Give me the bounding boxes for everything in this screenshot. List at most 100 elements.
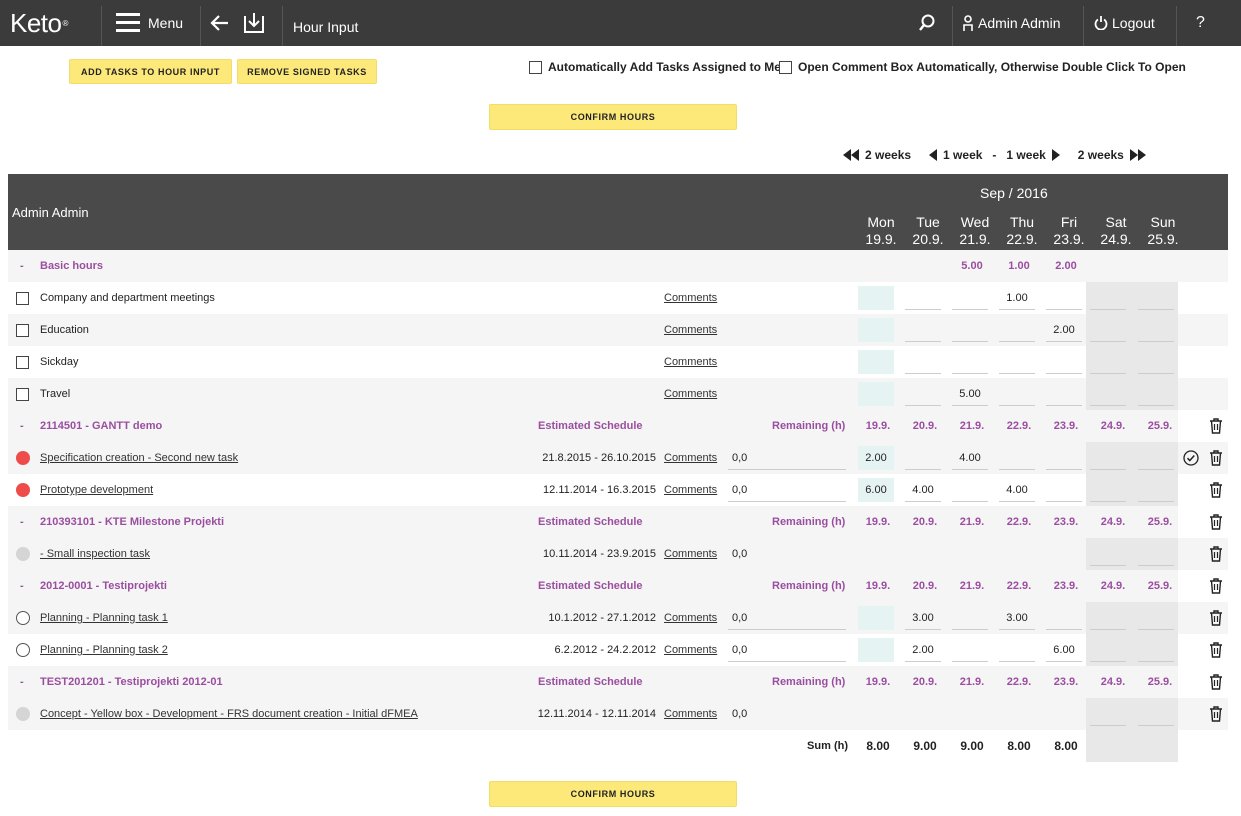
hour-input[interactable] xyxy=(952,478,988,502)
project-toggle[interactable]: - xyxy=(20,580,24,592)
confirm-hours-button-top[interactable]: CONFIRM HOURS xyxy=(489,104,737,130)
fwd-1-week-button[interactable]: 1 week xyxy=(1006,148,1060,162)
menu-button[interactable]: Menu xyxy=(116,0,183,46)
hour-input[interactable] xyxy=(1046,606,1082,630)
hour-input[interactable] xyxy=(905,350,941,374)
comments-link[interactable]: Comments xyxy=(664,612,718,624)
logout-button[interactable]: Logout xyxy=(1094,0,1155,46)
remaining-hours[interactable]: 0,0 xyxy=(732,452,748,464)
task-name-link[interactable]: Specification creation - Second new task xyxy=(40,452,239,464)
add-tasks-button[interactable]: ADD TASKS TO HOUR INPUT xyxy=(69,59,232,84)
hour-input[interactable] xyxy=(1046,286,1082,310)
hour-input[interactable]: 2.00 xyxy=(905,638,941,662)
user-menu[interactable]: Admin Admin xyxy=(962,0,1060,46)
hour-input[interactable]: 4.00 xyxy=(952,446,988,470)
hour-input[interactable] xyxy=(952,286,988,310)
task-name-link[interactable]: - Small inspection task xyxy=(40,548,151,560)
remove-signed-tasks-button[interactable]: REMOVE SIGNED TASKS xyxy=(237,59,377,84)
comments-link[interactable]: Comments xyxy=(664,548,718,560)
comments-link[interactable]: Comments xyxy=(664,708,718,720)
help-button[interactable]: ? xyxy=(1196,14,1205,31)
trash-icon[interactable] xyxy=(1209,674,1225,690)
back-2-weeks-button[interactable]: 2 weeks xyxy=(843,148,911,162)
remaining-hours[interactable]: 0,0 xyxy=(732,484,748,496)
project-toggle[interactable]: - xyxy=(20,516,24,528)
hour-input[interactable] xyxy=(952,638,988,662)
comments-link[interactable]: Comments xyxy=(664,324,718,336)
comments-link[interactable]: Comments xyxy=(664,356,718,368)
back-1-week-button[interactable]: 1 week xyxy=(929,148,982,162)
hour-input[interactable] xyxy=(905,446,941,470)
comments-link[interactable]: Comments xyxy=(664,452,718,464)
basic-item-checkbox[interactable] xyxy=(16,323,29,337)
task-name-link[interactable]: Concept - Yellow box - Development - FRS… xyxy=(40,708,418,720)
basic-hours-toggle[interactable]: - xyxy=(20,260,24,272)
hour-input[interactable]: 2.00 xyxy=(858,446,894,470)
fwd-2-weeks-button[interactable]: 2 weeks xyxy=(1078,148,1146,162)
hour-input[interactable] xyxy=(1046,350,1082,374)
hour-input[interactable] xyxy=(905,286,941,310)
hour-input[interactable]: 3.00 xyxy=(999,606,1035,630)
remaining-input[interactable] xyxy=(728,450,846,470)
hour-input[interactable] xyxy=(858,318,894,342)
hour-input[interactable] xyxy=(952,606,988,630)
check-circle-icon[interactable] xyxy=(1183,450,1199,466)
keto-logo[interactable]: Keto ® xyxy=(10,0,68,46)
trash-icon[interactable] xyxy=(1209,706,1225,722)
hour-input[interactable] xyxy=(905,382,941,406)
hour-input[interactable] xyxy=(858,382,894,406)
task-name-link[interactable]: Planning - Planning task 1 xyxy=(40,612,168,624)
trash-icon[interactable] xyxy=(1209,482,1225,498)
remaining-input[interactable] xyxy=(728,642,846,662)
hour-input[interactable] xyxy=(1046,382,1082,406)
download-icon[interactable] xyxy=(243,0,265,46)
trash-icon[interactable] xyxy=(1209,418,1225,434)
hour-input[interactable] xyxy=(999,350,1035,374)
project-toggle[interactable]: - xyxy=(20,676,24,688)
remaining-hours[interactable]: 0,0 xyxy=(732,644,748,656)
remaining-input[interactable] xyxy=(728,482,846,502)
open-comment-checkbox[interactable] xyxy=(779,60,792,74)
hour-input[interactable] xyxy=(858,638,894,662)
hour-input[interactable] xyxy=(1046,478,1082,502)
hour-input[interactable] xyxy=(858,350,894,374)
hour-input[interactable] xyxy=(858,286,894,310)
hour-input[interactable] xyxy=(858,606,894,630)
back-arrow-icon[interactable] xyxy=(210,0,230,46)
trash-icon[interactable] xyxy=(1209,642,1225,658)
remaining-hours[interactable]: 0,0 xyxy=(732,548,748,560)
comments-link[interactable]: Comments xyxy=(664,484,718,496)
comments-link[interactable]: Comments xyxy=(664,388,718,400)
task-name-link[interactable]: Planning - Planning task 2 xyxy=(40,644,168,656)
trash-icon[interactable] xyxy=(1209,578,1225,594)
hour-input[interactable]: 1.00 xyxy=(999,286,1035,310)
hour-input[interactable]: 3.00 xyxy=(905,606,941,630)
trash-icon[interactable] xyxy=(1209,514,1225,530)
hour-input[interactable] xyxy=(999,382,1035,406)
project-toggle[interactable]: - xyxy=(20,420,24,432)
remaining-input[interactable] xyxy=(728,610,846,630)
confirm-hours-button-bottom[interactable]: CONFIRM HOURS xyxy=(489,781,737,807)
hour-input[interactable]: 6.00 xyxy=(858,478,894,502)
hour-input[interactable]: 2.00 xyxy=(1046,318,1082,342)
hour-input[interactable] xyxy=(999,446,1035,470)
trash-icon[interactable] xyxy=(1209,450,1225,466)
hour-input[interactable] xyxy=(952,318,988,342)
comments-link[interactable]: Comments xyxy=(664,292,718,304)
hour-input[interactable] xyxy=(1046,446,1082,470)
hour-input[interactable] xyxy=(905,318,941,342)
basic-item-checkbox[interactable] xyxy=(16,291,29,305)
hour-input[interactable]: 5.00 xyxy=(952,382,988,406)
basic-item-checkbox[interactable] xyxy=(16,355,29,369)
trash-icon[interactable] xyxy=(1209,546,1225,562)
hour-input[interactable] xyxy=(952,350,988,374)
hour-input[interactable] xyxy=(999,318,1035,342)
hour-input[interactable]: 4.00 xyxy=(999,478,1035,502)
search-icon[interactable] xyxy=(918,0,936,46)
task-name-link[interactable]: Prototype development xyxy=(40,484,154,496)
comments-link[interactable]: Comments xyxy=(664,644,718,656)
hour-input[interactable] xyxy=(999,638,1035,662)
auto-add-checkbox[interactable] xyxy=(529,60,542,74)
remaining-hours[interactable]: 0,0 xyxy=(732,708,748,720)
hour-input[interactable]: 6.00 xyxy=(1046,638,1082,662)
